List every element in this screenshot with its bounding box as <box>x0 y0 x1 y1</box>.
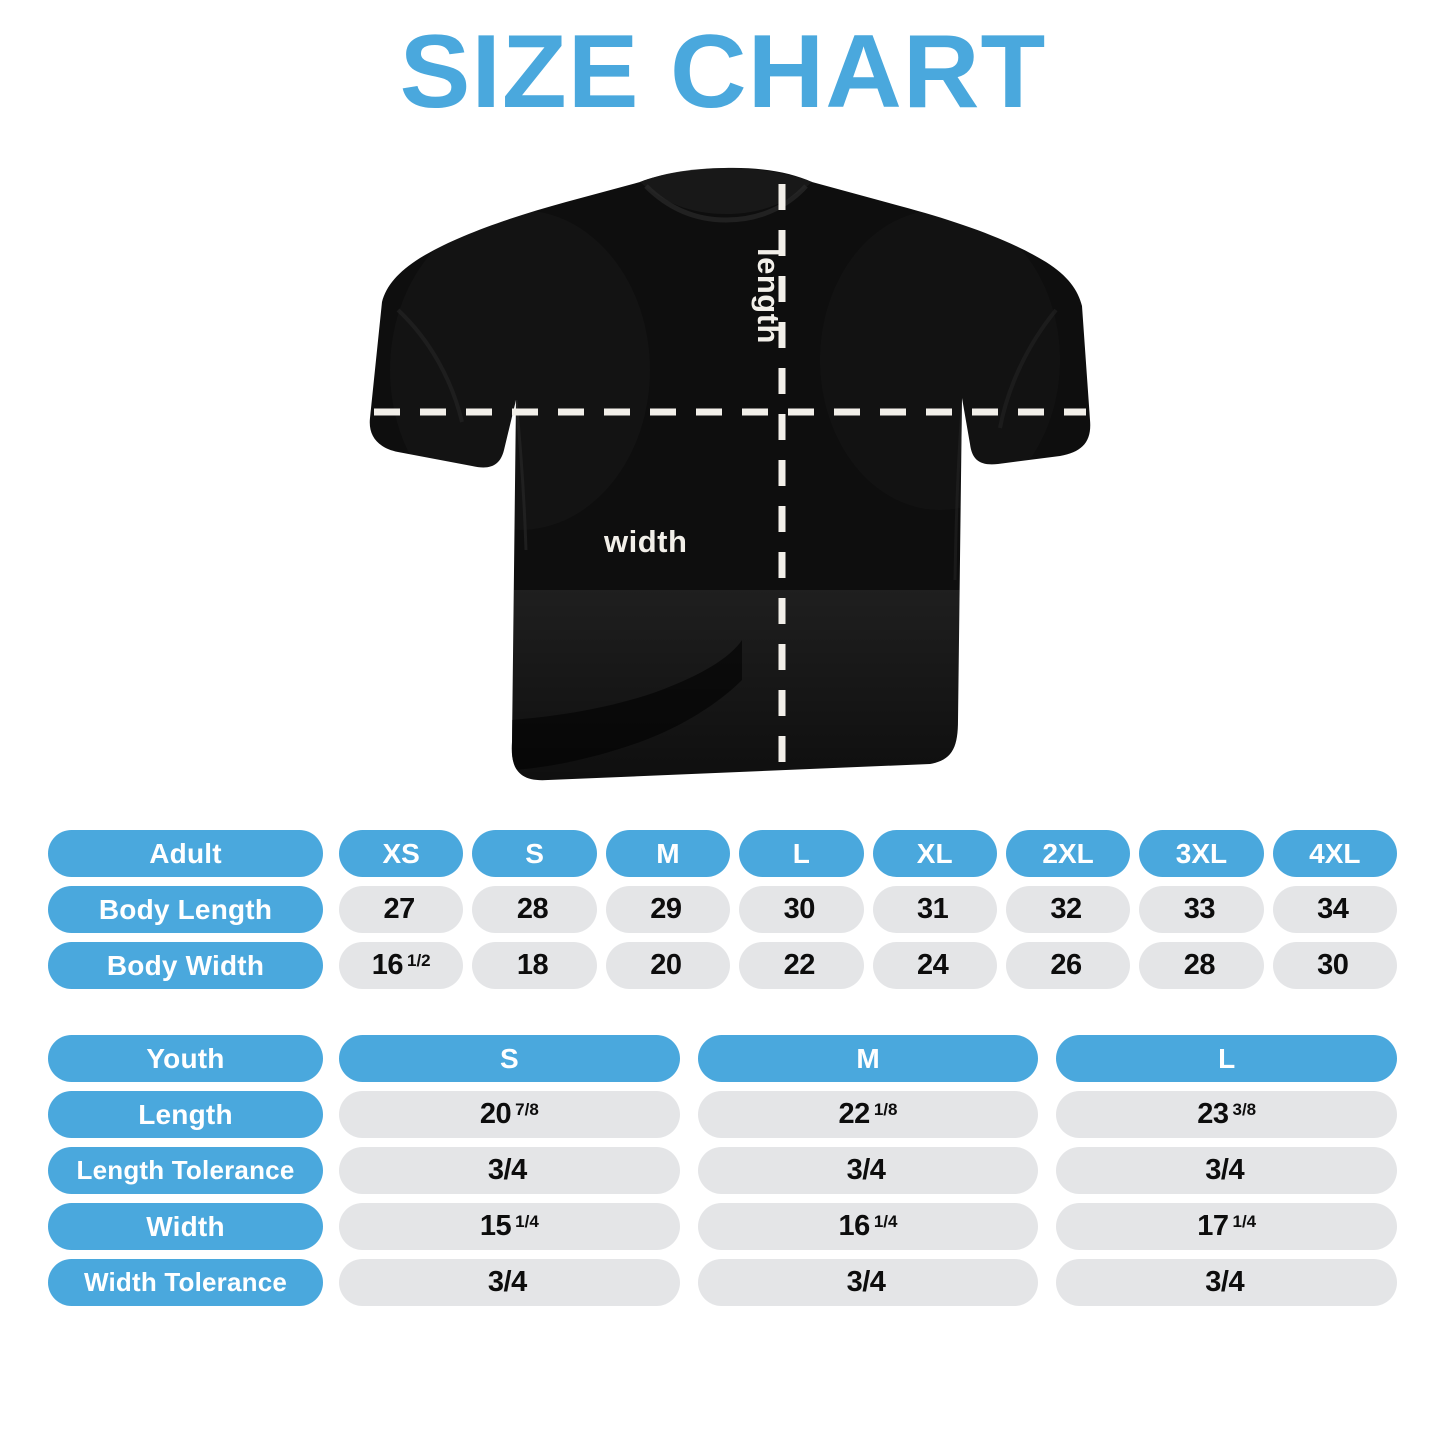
table-cell: 26 <box>1005 942 1131 989</box>
youth-row-label-width: Width <box>48 1203 323 1250</box>
youth-length-row: Length 20 7/8 22 1/8 23 3/8 <box>48 1091 1398 1138</box>
table-cell: 23 3/8 <box>1056 1091 1398 1138</box>
page-title: SIZE CHART <box>399 14 1046 130</box>
adult-size-header-xl: XL <box>872 830 997 877</box>
length-label: length <box>751 248 786 344</box>
cell-value: 28 <box>516 893 549 925</box>
adult-row-label-body-length: Body Length <box>48 886 323 933</box>
table-cell: 15 1/4 <box>339 1203 680 1250</box>
cell-value: 31 <box>917 893 949 925</box>
cell-value: 16 <box>371 949 404 981</box>
youth-size-header-m: M <box>697 1035 1039 1082</box>
table-cell: 3/4 <box>339 1259 680 1306</box>
cell-fraction: 1/8 <box>873 1099 898 1119</box>
adult-body-width-row: Body Width 16 1/2 18 20 22 24 26 28 30 <box>48 942 1397 989</box>
cell-value: 28 <box>1183 949 1216 981</box>
table-cell: 33 <box>1139 886 1264 933</box>
cell-value: 3/4 <box>487 1154 527 1186</box>
table-cell: 3/4 <box>339 1147 680 1194</box>
adult-size-header-m: M <box>605 830 731 877</box>
adult-table-title: Adult <box>48 830 323 877</box>
cell-fraction: 1/2 <box>407 950 431 970</box>
adult-size-header-s: S <box>472 830 597 877</box>
table-cell: 34 <box>1272 886 1397 933</box>
cell-fraction: 3/8 <box>1232 1099 1257 1119</box>
cell-value: 23 <box>1197 1098 1229 1130</box>
adult-size-header-2xl: 2XL <box>1005 830 1131 877</box>
cell-fraction: 7/8 <box>515 1099 539 1119</box>
cell-value: 27 <box>383 893 416 925</box>
table-cell: 18 <box>472 942 597 989</box>
cell-value: 3/4 <box>846 1154 886 1186</box>
cell-fraction: 1/4 <box>1232 1211 1257 1231</box>
table-cell: 30 <box>739 886 864 933</box>
table-cell: 28 <box>1139 942 1264 989</box>
tshirt-illustration: width length <box>0 160 1445 810</box>
adult-size-table: Adult XS S M L XL 2XL 3XL 4XL Body Lengt… <box>48 830 1397 989</box>
page-header: SIZE CHART <box>0 14 1445 130</box>
youth-width-row: Width 15 1/4 16 1/4 17 1/4 <box>48 1203 1398 1250</box>
youth-table-title: Youth <box>48 1035 323 1082</box>
table-cell: 29 <box>605 886 731 933</box>
cell-value: 34 <box>1317 893 1349 925</box>
adult-body-length-row: Body Length 27 28 29 30 31 32 33 34 <box>48 886 1397 933</box>
table-cell: 16 1/4 <box>697 1203 1039 1250</box>
youth-size-header-s: S <box>339 1035 680 1082</box>
adult-size-header-3xl: 3XL <box>1139 830 1264 877</box>
table-cell: 17 1/4 <box>1056 1203 1398 1250</box>
table-cell: 3/4 <box>697 1147 1039 1194</box>
cell-value: 15 <box>479 1210 512 1242</box>
table-cell: 32 <box>1005 886 1131 933</box>
table-cell: 28 <box>472 886 597 933</box>
table-cell: 24 <box>872 942 997 989</box>
table-cell: 3/4 <box>1056 1259 1398 1306</box>
youth-header-row: Youth S M L <box>48 1035 1398 1082</box>
adult-header-row: Adult XS S M L XL 2XL 3XL 4XL <box>48 830 1397 877</box>
cell-value: 33 <box>1183 893 1216 925</box>
youth-row-label-width-tolerance: Width Tolerance <box>48 1259 323 1306</box>
table-cell: 3/4 <box>1056 1147 1398 1194</box>
youth-size-header-l: L <box>1056 1035 1398 1082</box>
table-cell: 16 1/2 <box>339 942 464 989</box>
cell-value: 29 <box>650 893 682 925</box>
adult-size-header-4xl: 4XL <box>1272 830 1397 877</box>
adult-size-header-xs: XS <box>339 830 464 877</box>
youth-width-tolerance-row: Width Tolerance 3/4 3/4 3/4 <box>48 1259 1398 1306</box>
cell-value: 22 <box>783 949 816 981</box>
table-cell: 20 7/8 <box>339 1091 680 1138</box>
cell-fraction: 1/4 <box>515 1211 539 1231</box>
adult-size-header-l: L <box>739 830 864 877</box>
cell-value: 26 <box>1050 949 1082 981</box>
youth-size-table: Youth S M L Length 20 7/8 22 1/8 23 3/8 Len… <box>48 1035 1398 1306</box>
cell-value: 16 <box>838 1210 871 1242</box>
cell-value: 3/4 <box>846 1266 886 1298</box>
cell-value: 20 <box>650 949 682 981</box>
youth-row-label-length: Length <box>48 1091 323 1138</box>
table-cell: 30 <box>1272 942 1397 989</box>
table-cell: 20 <box>605 942 731 989</box>
cell-value: 22 <box>838 1098 871 1130</box>
youth-length-tolerance-row: Length Tolerance 3/4 3/4 3/4 <box>48 1147 1398 1194</box>
adult-row-label-body-width: Body Width <box>48 942 323 989</box>
cell-value: 30 <box>783 893 816 925</box>
cell-value: 20 <box>479 1098 512 1130</box>
table-cell: 31 <box>872 886 997 933</box>
cell-value: 24 <box>917 949 949 981</box>
cell-value: 32 <box>1050 893 1082 925</box>
table-cell: 27 <box>339 886 464 933</box>
cell-value: 3/4 <box>487 1266 527 1298</box>
width-label: width <box>604 524 688 559</box>
cell-value: 18 <box>516 949 549 981</box>
tshirt-svg <box>369 167 1091 782</box>
table-cell: 22 <box>739 942 864 989</box>
cell-value: 17 <box>1197 1210 1229 1242</box>
table-cell: 3/4 <box>697 1259 1039 1306</box>
youth-row-label-length-tolerance: Length Tolerance <box>48 1147 323 1194</box>
cell-value: 3/4 <box>1205 1154 1245 1186</box>
cell-fraction: 1/4 <box>873 1211 898 1231</box>
cell-value: 3/4 <box>1205 1266 1245 1298</box>
table-cell: 22 1/8 <box>697 1091 1039 1138</box>
tshirt-body <box>369 167 1091 781</box>
cell-value: 30 <box>1317 949 1349 981</box>
